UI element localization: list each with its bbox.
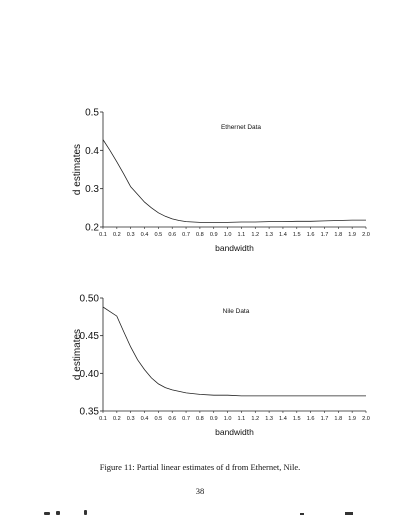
- x-tick-label: 1.0: [224, 416, 232, 422]
- y-axis-label: d estimates: [72, 329, 83, 380]
- x-tick-label: 0.4: [141, 416, 149, 422]
- x-tick-label: 0.6: [168, 232, 176, 238]
- x-tick-label: 1.0: [224, 232, 232, 238]
- x-tick-label: 0.5: [154, 232, 162, 238]
- x-tick-label: 1.5: [293, 232, 301, 238]
- series-line-0: [102, 139, 366, 223]
- x-tick-label: 2.0: [362, 416, 370, 422]
- ethernet-chart: 0.20.30.40.50.1 0.2 0.3 0.4 0.5 0.6 0.7 0.8 0.9 1…: [72, 108, 370, 254]
- x-tick-label: 0.1: [99, 416, 107, 422]
- series-line-0: [102, 306, 366, 397]
- y-tick-label: 0.4: [85, 146, 99, 157]
- x-tick-label: 1.3: [265, 416, 273, 422]
- x-tick-label: 2.0: [362, 232, 370, 238]
- x-tick-label: 0.9: [210, 232, 218, 238]
- x-tick-label: 0.8: [196, 232, 204, 238]
- x-tick-label: 1.5: [293, 416, 301, 422]
- x-tick-label: 0.2: [113, 416, 121, 422]
- x-tick-label: 1.6: [307, 232, 315, 238]
- x-tick-label: 0.1: [99, 232, 107, 238]
- x-tick-label: 1.2: [251, 416, 259, 422]
- nile-chart: 0.35 0.40 0.45 0.50 0.1 0.2 0.3 0.4 0.5 0.6 0.7 0.8…: [72, 294, 370, 438]
- figure-caption: Figure 11: Partial linear estimates of d…: [99, 462, 301, 472]
- x-tick-label: 0.7: [182, 232, 190, 238]
- x-tick-label: 0.3: [127, 232, 135, 238]
- x-tick-label: 0.4: [141, 232, 149, 238]
- x-tick-label: 1.8: [334, 232, 342, 238]
- x-tick-label: 1.1: [238, 232, 246, 238]
- x-tick-label: 1.1: [238, 416, 246, 422]
- x-tick-label: 1.6: [307, 416, 315, 422]
- x-tick-label: 0.8: [196, 416, 204, 422]
- x-tick-label: 0.2: [113, 232, 121, 238]
- x-tick-label: 1.7: [321, 232, 329, 238]
- y-tick-label: 0.2: [85, 223, 99, 234]
- y-tick-label: 0.50: [80, 294, 100, 305]
- scan-artifacts: [44, 510, 353, 515]
- y-tick-label: 0.3: [85, 184, 99, 195]
- x-tick-label: 1.4: [279, 416, 287, 422]
- chart-title: Ethernet Data: [221, 124, 261, 131]
- x-tick-label: 0.3: [127, 416, 135, 422]
- x-tick-label: 1.9: [348, 232, 356, 238]
- x-tick-label: 1.7: [321, 416, 329, 422]
- chart-title: Nile Data: [223, 308, 250, 315]
- page-number: 38: [195, 486, 205, 496]
- y-tick-label: 0.5: [85, 108, 99, 119]
- y-tick-label: 0.35: [80, 407, 100, 418]
- x-tick-label: 1.8: [334, 416, 342, 422]
- x-tick-label: 0.7: [182, 416, 190, 422]
- x-tick-label: 0.6: [168, 416, 176, 422]
- x-tick-label: 1.3: [265, 232, 273, 238]
- x-tick-label: 1.2: [251, 232, 259, 238]
- x-axis-label: bandwidth: [215, 243, 254, 253]
- x-tick-label: 0.9: [210, 416, 218, 422]
- x-tick-label: 0.5: [154, 416, 162, 422]
- y-tick-label: 0.45: [80, 331, 100, 342]
- x-tick-label: 1.9: [348, 416, 356, 422]
- y-axis-label: d estimates: [72, 144, 83, 195]
- x-axis-label: bandwidth: [215, 427, 254, 437]
- x-tick-label: 1.4: [279, 232, 287, 238]
- y-tick-label: 0.40: [80, 369, 100, 380]
